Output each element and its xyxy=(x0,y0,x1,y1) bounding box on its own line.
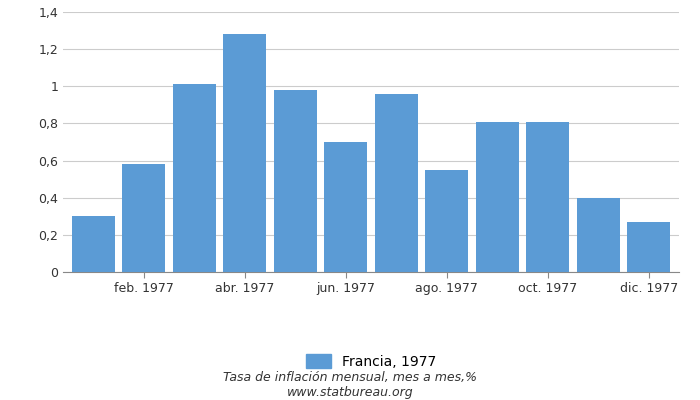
Bar xyxy=(324,142,368,272)
Bar xyxy=(274,90,316,272)
Legend: Francia, 1977: Francia, 1977 xyxy=(300,348,442,374)
Bar xyxy=(173,84,216,272)
Bar xyxy=(374,94,418,272)
Bar xyxy=(627,222,670,272)
Bar xyxy=(476,122,519,272)
Bar xyxy=(72,216,115,272)
Bar xyxy=(577,198,620,272)
Text: Tasa de inflación mensual, mes a mes,%: Tasa de inflación mensual, mes a mes,% xyxy=(223,372,477,384)
Bar xyxy=(223,34,266,272)
Bar xyxy=(426,170,468,272)
Bar xyxy=(526,122,569,272)
Text: www.statbureau.org: www.statbureau.org xyxy=(287,386,413,399)
Bar xyxy=(122,164,165,272)
